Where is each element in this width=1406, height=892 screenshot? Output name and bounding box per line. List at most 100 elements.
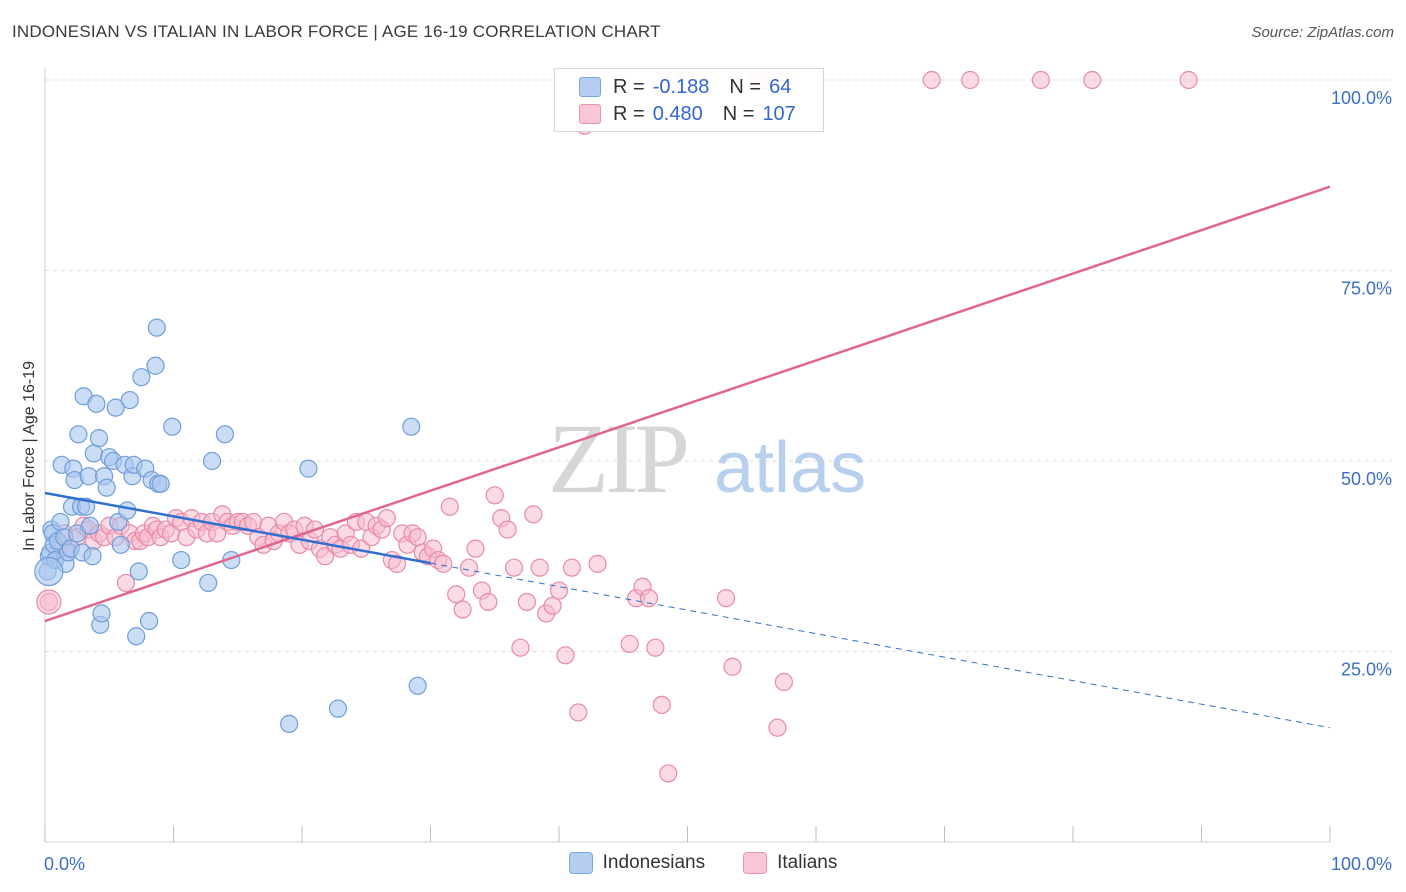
legend-item-italians: Italians: [743, 852, 837, 874]
legend-row-indonesians: R = -0.188 N = 64: [579, 74, 791, 100]
indonesians-point: [51, 512, 70, 532]
italians-point: [517, 592, 536, 612]
italians-point: [479, 592, 498, 612]
italians-point: [922, 70, 941, 90]
indonesians-point: [80, 516, 100, 535]
italians-point: [434, 554, 453, 573]
indonesians-swatch: [579, 77, 601, 97]
n-label: N =: [729, 75, 762, 98]
italians-point: [620, 634, 639, 653]
indonesians-point: [111, 535, 130, 554]
italians-point: [244, 512, 263, 532]
italians-point: [377, 509, 396, 528]
italians-point: [652, 695, 671, 714]
italians-point: [316, 547, 335, 566]
italians-point: [774, 672, 793, 692]
italians-point: [659, 764, 678, 783]
r-label: R =: [613, 102, 645, 125]
tick-labels: 25.0% 50.0% 75.0% 100.0% 0.0% 100.0%: [44, 88, 1392, 874]
correlation-legend: R = -0.188 N = 64 R = 0.480 N = 107: [554, 68, 824, 132]
italians-point: [524, 505, 543, 524]
italians-point: [768, 718, 787, 737]
x-tick-label: 0.0%: [44, 854, 85, 874]
italians-point: [447, 585, 466, 604]
indonesians-point: [118, 501, 137, 520]
italians-point: [530, 558, 549, 577]
indonesians-point: [280, 714, 299, 733]
indonesians-point: [147, 318, 166, 337]
italians-trend-line: [44, 185, 1331, 623]
legend-label: Indonesians: [602, 852, 706, 873]
indonesians-point: [163, 417, 182, 436]
italians-point: [723, 657, 742, 676]
italians-point: [440, 497, 459, 516]
n-label: N =: [722, 102, 755, 125]
indonesians-point: [129, 562, 148, 581]
x-tick-label: 100.0%: [1331, 854, 1392, 874]
italians-point: [504, 558, 524, 577]
indonesians-point: [69, 425, 88, 444]
italians-swatch: [743, 852, 768, 874]
italians-swatch: [579, 104, 601, 124]
indonesians-point: [106, 398, 125, 417]
r-label: R =: [613, 75, 645, 98]
series-legend: Indonesians Italians: [0, 852, 1406, 874]
indonesians-point: [402, 417, 421, 436]
indonesians-point: [97, 478, 116, 497]
watermark: ZIP atlas: [548, 403, 866, 514]
italians-point: [498, 520, 517, 539]
chart-title: INDONESIAN VS ITALIAN IN LABOR FORCE | A…: [12, 22, 661, 41]
y-tick-label: 75.0%: [1341, 279, 1392, 299]
y-tick-label: 100.0%: [1331, 88, 1392, 108]
indonesians-point: [84, 444, 103, 463]
indonesians-swatch: [568, 852, 593, 874]
italians-point: [36, 589, 62, 615]
grid-layer: [45, 79, 1392, 652]
italians-point: [1083, 70, 1102, 90]
watermark-atlas: atlas: [714, 428, 866, 508]
italians-point: [485, 486, 504, 505]
italians-point: [1179, 70, 1198, 90]
indonesians-trend-line: [44, 491, 431, 565]
n-value: 107: [762, 102, 796, 125]
italians-point: [961, 70, 980, 90]
y-tick-label: 25.0%: [1341, 660, 1392, 680]
italians-point: [459, 558, 479, 577]
watermark-zip: ZIP: [548, 403, 686, 514]
axes-layer: [44, 68, 1331, 843]
indonesians-point: [299, 459, 318, 478]
y-tick-label: 50.0%: [1341, 469, 1392, 489]
indonesians-point: [146, 356, 165, 375]
indonesians-point: [132, 368, 151, 387]
indonesians-point: [408, 676, 427, 695]
italians-point: [453, 600, 472, 619]
italians-point: [116, 573, 136, 593]
indonesians-point: [89, 429, 109, 448]
indonesians-point: [87, 394, 106, 413]
indonesians-point: [215, 425, 234, 444]
italians-point: [562, 558, 581, 577]
italians-point: [549, 581, 569, 600]
italians-point: [543, 596, 562, 615]
r-value: -0.188: [652, 75, 710, 98]
italians-point: [716, 589, 736, 608]
n-value: 64: [769, 75, 792, 98]
italians-point: [511, 638, 530, 657]
legend-label: Italians: [777, 852, 838, 873]
indonesians-point: [92, 604, 111, 623]
indonesians-point: [151, 474, 170, 493]
indonesians-point: [199, 573, 218, 593]
legend-row-italians: R = 0.480 N = 107: [579, 101, 796, 127]
source-label: Source: ZipAtlas.com: [1251, 24, 1394, 41]
indonesians-point: [202, 451, 222, 471]
italians-point: [646, 638, 665, 657]
italians-point: [556, 646, 575, 665]
italians-point: [387, 554, 407, 573]
italians-point: [1031, 70, 1050, 90]
indonesians-trend-extension: [430, 562, 1331, 729]
r-value: 0.480: [652, 102, 703, 125]
legend-item-indonesians: Indonesians: [568, 852, 706, 874]
indonesians-point: [328, 699, 348, 718]
indonesians-point: [139, 611, 159, 631]
